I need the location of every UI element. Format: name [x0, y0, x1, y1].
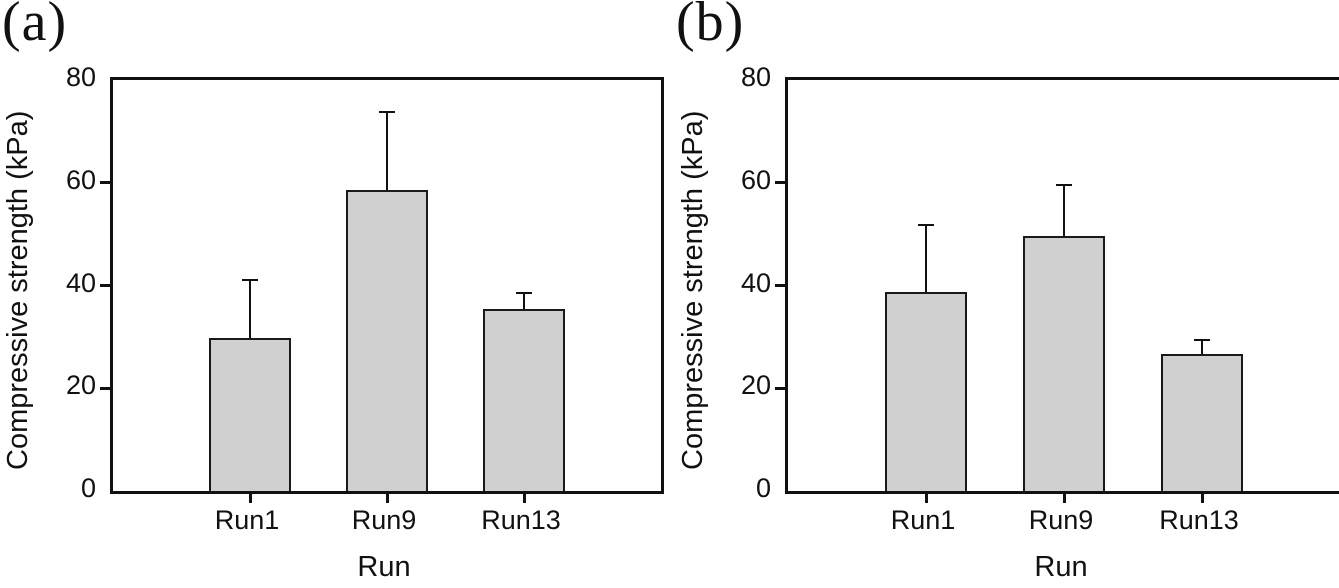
y-tick-mark	[100, 386, 110, 390]
y-tick-label: 60	[65, 164, 96, 195]
y-tick-mark	[100, 181, 110, 185]
x-tick-label: Run13	[1159, 505, 1239, 535]
error-bar-cap-run9	[379, 111, 395, 114]
y-tick-label: 20	[740, 370, 771, 401]
x-tick-mark	[248, 494, 252, 503]
error-bar-cap-run1	[242, 278, 258, 281]
bar-run13	[1160, 353, 1244, 491]
y-tick-label: 0	[80, 473, 96, 503]
y-tick-mark	[775, 284, 785, 287]
y-tick-label: 20	[65, 370, 96, 401]
error-bar-run1	[925, 225, 927, 292]
panel-b-plot-area	[775, 77, 1339, 503]
panel-a-x-tick-labels: Run1 Run9 Run13	[110, 491, 658, 541]
x-tick-label: Run1	[214, 505, 280, 535]
error-bar-cap-run9	[1056, 184, 1072, 187]
error-bar-cap-run13	[516, 291, 532, 294]
bar-run13	[482, 308, 566, 491]
y-tick-label: 40	[65, 267, 96, 298]
y-tick-label: 60	[740, 164, 771, 195]
panel-b-y-tick-labels: 0 20 40 60 80	[675, 62, 771, 503]
error-bar-run9	[386, 113, 388, 191]
error-bar-cap-run13	[1194, 339, 1210, 341]
x-tick-label: Run9	[1028, 505, 1094, 535]
error-bar-run1	[249, 280, 251, 339]
panel-b-letter: (b)	[676, 0, 745, 53]
bar-run1	[884, 291, 968, 491]
error-bar-run9	[1063, 186, 1065, 237]
bar-run1	[208, 338, 292, 491]
y-tick-mark	[775, 181, 785, 185]
x-tick-label: Run9	[351, 505, 417, 535]
error-bar-run13	[523, 293, 525, 309]
panel-b-x-axis-label: Run	[1034, 551, 1088, 583]
error-bar-cap-run1	[918, 223, 934, 226]
panel-a-letter: (a)	[2, 0, 68, 53]
x-tick-mark	[1200, 494, 1204, 503]
y-tick-mark	[100, 284, 110, 287]
error-bar-run13	[1201, 341, 1203, 354]
x-tick-mark	[1062, 494, 1066, 503]
x-tick-label: Run1	[890, 505, 956, 535]
y-tick-label: 80	[65, 62, 96, 92]
x-tick-mark	[522, 494, 526, 503]
bar-run9	[1022, 236, 1106, 491]
x-tick-mark	[385, 494, 389, 503]
y-tick-mark	[775, 386, 785, 390]
y-tick-label: 40	[740, 267, 771, 298]
bar-run9	[345, 190, 429, 491]
panel-b-x-tick-labels: Run1 Run9 Run13	[785, 491, 1337, 541]
panel-a-x-axis-label: Run	[357, 551, 411, 583]
panel-a-y-tick-labels: 0 20 40 60 80	[0, 62, 96, 503]
y-tick-label: 80	[740, 62, 771, 92]
panel-a-plot-area	[100, 77, 664, 503]
x-tick-mark	[924, 494, 928, 503]
x-tick-label: Run13	[481, 505, 561, 535]
y-tick-label: 0	[755, 473, 771, 503]
